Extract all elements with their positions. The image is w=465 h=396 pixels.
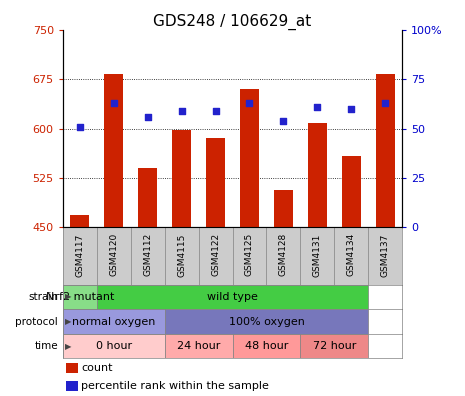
Bar [63, 309, 165, 334]
Text: GSM4131: GSM4131 [313, 233, 322, 276]
Bar [342, 156, 361, 227]
Text: 72 hour: 72 hour [312, 341, 356, 351]
Bar [206, 138, 225, 227]
Bar [274, 190, 293, 227]
Text: GSM4125: GSM4125 [245, 233, 254, 276]
Text: 100% oxygen: 100% oxygen [228, 316, 305, 327]
Text: GSM4134: GSM4134 [347, 233, 356, 276]
Title: GDS248 / 106629_at: GDS248 / 106629_at [153, 13, 312, 30]
Text: GSM4112: GSM4112 [143, 233, 152, 276]
Bar [63, 334, 165, 358]
Text: ▶: ▶ [65, 293, 72, 301]
Point [279, 118, 287, 124]
Text: GSM4122: GSM4122 [211, 233, 220, 276]
Text: GSM4115: GSM4115 [177, 233, 186, 276]
Text: ▶: ▶ [65, 342, 72, 350]
Bar [104, 74, 123, 227]
Bar [308, 123, 327, 227]
Point [212, 108, 219, 114]
Point [144, 114, 151, 120]
Text: wild type: wild type [207, 292, 258, 302]
Bar [240, 89, 259, 227]
Point [246, 100, 253, 106]
Text: GSM4120: GSM4120 [109, 233, 118, 276]
Text: ▶: ▶ [65, 317, 72, 326]
Bar [165, 309, 368, 334]
Bar [300, 334, 368, 358]
Point [178, 108, 185, 114]
Bar [66, 381, 78, 392]
Text: Nrf2 mutant: Nrf2 mutant [46, 292, 114, 302]
Point [347, 106, 355, 112]
Point [76, 124, 83, 130]
Bar [165, 334, 232, 358]
Point [313, 104, 321, 110]
Text: 24 hour: 24 hour [177, 341, 220, 351]
Text: 48 hour: 48 hour [245, 341, 288, 351]
Bar [63, 285, 97, 309]
Text: strain: strain [28, 292, 58, 302]
Point [110, 100, 117, 106]
Bar [232, 334, 300, 358]
Bar [66, 363, 78, 373]
Text: time: time [34, 341, 58, 351]
Bar [138, 168, 157, 227]
Point [381, 100, 389, 106]
Bar [376, 74, 395, 227]
Bar [70, 215, 89, 227]
Text: normal oxygen: normal oxygen [72, 316, 155, 327]
Text: GSM4128: GSM4128 [279, 233, 288, 276]
Text: percentile rank within the sample: percentile rank within the sample [81, 381, 269, 391]
Bar [172, 130, 191, 227]
Bar [97, 285, 368, 309]
Text: protocol: protocol [15, 316, 58, 327]
Text: 0 hour: 0 hour [96, 341, 132, 351]
Text: count: count [81, 363, 113, 373]
Text: GSM4117: GSM4117 [75, 233, 84, 276]
Text: GSM4137: GSM4137 [381, 233, 390, 276]
